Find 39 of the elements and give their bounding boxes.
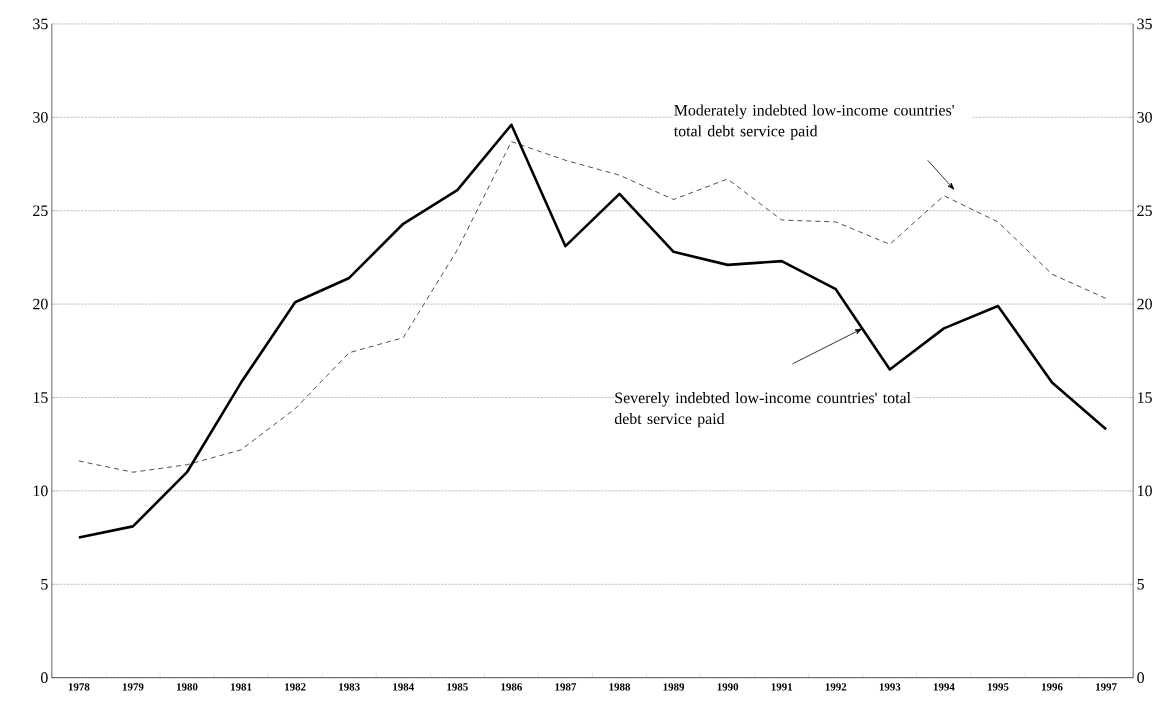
y2-tick-label: 15 xyxy=(1138,392,1152,404)
line-series xyxy=(77,123,1108,540)
y-tick-label: 20 xyxy=(33,298,48,310)
x-tick-label: 1989 xyxy=(663,683,685,691)
x-tick-label: 1996 xyxy=(1041,683,1063,691)
y2-tick-label: 25 xyxy=(1137,205,1152,217)
x-tick-label: 1980 xyxy=(176,683,198,691)
x-tick-label: 1993 xyxy=(879,683,901,691)
y-tick-label: 15 xyxy=(33,392,48,404)
x-tick-label: 1978 xyxy=(68,683,90,691)
x-tick-label: 1983 xyxy=(339,683,360,691)
x-tick-label: 1988 xyxy=(609,683,631,691)
x-tick-label: 1995 xyxy=(987,683,1009,691)
y2-tick-label: 35 xyxy=(1137,18,1152,30)
y2-tick-label: 20 xyxy=(1137,298,1152,310)
x-tick-label: 1987 xyxy=(555,683,577,691)
y2-tick-label: 10 xyxy=(1138,485,1152,497)
y-tick-label: 10 xyxy=(33,485,48,497)
x-tick-label: 1984 xyxy=(393,683,414,691)
y-tick-label: 5 xyxy=(41,579,48,590)
y-tick-label: 35 xyxy=(33,18,48,30)
y-tick-label: 25 xyxy=(33,205,48,217)
x-tick-label: 1979 xyxy=(122,683,144,691)
x-tick-label: 1982 xyxy=(285,683,306,691)
annotation: Moderately indebted low-income countries' total debt service paid xyxy=(673,104,954,140)
x-tick-label: 1994 xyxy=(933,683,955,691)
y2-tick-label: 5 xyxy=(1137,579,1144,590)
x-tick-label: 1981 xyxy=(231,683,252,691)
y-tick-label: 0 xyxy=(40,672,48,684)
x-tick-label: 1986 xyxy=(501,683,522,691)
x-tick-label: 1997 xyxy=(1096,683,1117,691)
y-tick-label: 30 xyxy=(33,112,48,123)
annotation: Severely indebted low-income countries' total debt service paid xyxy=(614,392,911,428)
y2-tick-label: 0 xyxy=(1137,672,1144,684)
x-tick-label: 1992 xyxy=(825,683,847,691)
x-tick-label: 1985 xyxy=(447,683,468,691)
y2-tick-label: 30 xyxy=(1137,112,1152,123)
x-tick-label: 1990 xyxy=(717,683,739,691)
x-tick-label: 1991 xyxy=(771,683,793,691)
